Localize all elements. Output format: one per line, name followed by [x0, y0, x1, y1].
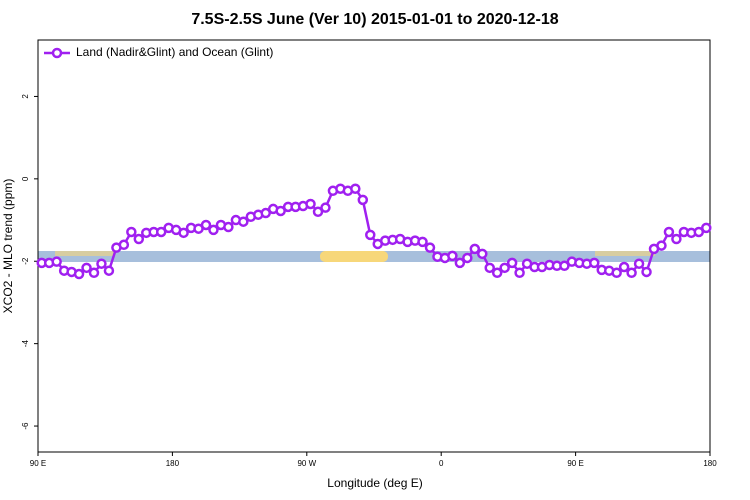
data-point [559, 260, 570, 272]
data-point [238, 216, 249, 227]
data-point [312, 206, 324, 218]
data-point [656, 240, 667, 251]
plot-frame [37, 39, 711, 453]
x-tick-label: 90 E [567, 459, 583, 468]
y-axis-label: XCO2 - MLO trend (ppm) [1, 179, 15, 314]
data-point [447, 250, 458, 262]
data-point [633, 258, 645, 269]
data-point [350, 183, 361, 194]
y-tick-label: -6 [21, 422, 30, 430]
data-point [357, 194, 369, 206]
data-point [133, 233, 145, 245]
data-point [208, 224, 219, 236]
land-band [595, 251, 655, 256]
y-tick-label: 0 [21, 176, 30, 181]
x-tick-label: 90 E [30, 459, 46, 468]
data-point [126, 226, 137, 238]
data-point [51, 256, 62, 267]
data-point [626, 267, 637, 279]
data-point [96, 258, 107, 269]
data-point [73, 268, 85, 280]
data-point [477, 248, 488, 260]
y-tick-label: -2 [21, 257, 30, 265]
data-point [671, 233, 682, 245]
data-point [118, 239, 130, 251]
data-point [663, 226, 675, 238]
data-point [506, 257, 518, 269]
data-point [88, 267, 100, 279]
x-tick-label: 180 [166, 459, 180, 468]
data-point [275, 205, 286, 217]
data-point [260, 207, 271, 219]
x-tick-label: 0 [439, 459, 444, 468]
data-point [103, 265, 115, 276]
y-tick-label: 2 [21, 94, 30, 99]
data-point [701, 222, 712, 234]
data-point [424, 242, 436, 253]
x-axis-label: Longitude (deg E) [327, 476, 422, 490]
x-tick-label: 90 W [297, 459, 316, 468]
y-tick-label: -4 [21, 340, 30, 348]
data-point [454, 257, 466, 269]
data-point [589, 257, 600, 269]
data-point [499, 262, 510, 274]
data-point [462, 252, 473, 264]
chart-title: 7.5S-2.5S June (Ver 10) 2015-01-01 to 20… [191, 11, 558, 28]
data-point [611, 267, 622, 279]
land-band [55, 251, 115, 256]
data-point [469, 243, 481, 255]
data-point [484, 262, 495, 274]
data-point [641, 266, 652, 278]
data-point [305, 198, 316, 210]
data-point [491, 267, 503, 279]
data-point [178, 227, 189, 239]
data-point [618, 261, 630, 273]
data-point [365, 229, 376, 241]
data-point [514, 267, 525, 279]
data-point [223, 221, 234, 233]
data-point [81, 262, 92, 274]
data-point [155, 226, 167, 238]
data-point [200, 219, 212, 231]
x-tick-label: 180 [703, 459, 717, 468]
data-point [417, 236, 428, 248]
land-band [320, 251, 388, 262]
legend-marker [51, 47, 63, 59]
data-point [693, 226, 705, 238]
data-point [320, 202, 331, 213]
legend-label: Land (Nadir&Glint) and Ocean (Glint) [76, 45, 273, 59]
